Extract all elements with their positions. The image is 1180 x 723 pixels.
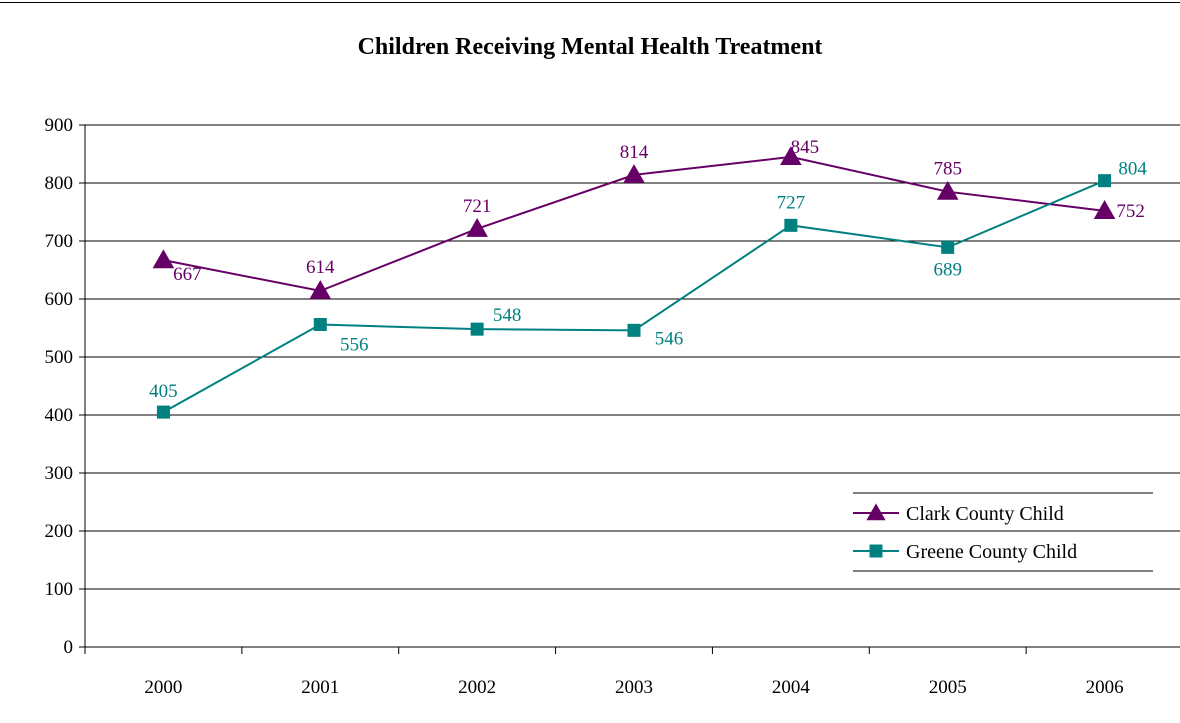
data-label: 721 xyxy=(463,196,492,217)
data-label: 845 xyxy=(791,137,820,158)
data-point xyxy=(309,280,332,299)
x-tick-label: 2003 xyxy=(615,677,653,698)
data-point xyxy=(1098,174,1112,188)
data-label: 405 xyxy=(149,381,178,402)
data-label: 727 xyxy=(777,192,806,213)
data-point xyxy=(313,318,327,332)
y-tick-label: 300 xyxy=(45,463,74,484)
legend-marker xyxy=(866,503,886,521)
data-label: 614 xyxy=(306,257,335,278)
x-tick-label: 2000 xyxy=(144,677,182,698)
y-tick-label: 500 xyxy=(45,347,74,368)
data-point xyxy=(780,146,802,165)
y-tick-label: 600 xyxy=(45,289,74,310)
data-label: 814 xyxy=(620,142,649,163)
data-point xyxy=(627,323,641,337)
data-point xyxy=(466,218,488,237)
data-label: 546 xyxy=(655,328,684,349)
data-point xyxy=(784,218,798,232)
top-divider xyxy=(0,2,1180,3)
x-tick-label: 2006 xyxy=(1086,677,1124,698)
y-tick-label: 0 xyxy=(64,637,74,658)
data-label: 804 xyxy=(1118,159,1147,180)
y-tick-label: 200 xyxy=(45,521,74,542)
x-tick-label: 2004 xyxy=(772,677,811,698)
y-tick-label: 400 xyxy=(45,405,74,426)
data-label: 548 xyxy=(493,305,522,326)
y-tick-label: 100 xyxy=(45,579,74,600)
data-point xyxy=(470,322,484,336)
x-tick-label: 2005 xyxy=(929,677,967,698)
data-point xyxy=(156,405,170,419)
legend-marker xyxy=(869,544,883,558)
x-tick-label: 2001 xyxy=(301,677,339,698)
data-label: 785 xyxy=(933,159,962,180)
data-point xyxy=(623,164,645,183)
chart-title: Children Receiving Mental Health Treatme… xyxy=(357,34,823,60)
data-label: 752 xyxy=(1116,201,1145,222)
y-tick-label: 900 xyxy=(45,115,74,136)
legend-label: Greene County Child xyxy=(906,541,1077,563)
y-tick-label: 800 xyxy=(45,173,74,194)
x-tick-label: 2002 xyxy=(458,677,496,698)
legend-label: Clark County Child xyxy=(906,503,1064,525)
data-point xyxy=(1093,200,1116,219)
data-label: 689 xyxy=(933,259,962,280)
series-line xyxy=(162,179,1105,413)
y-tick-label: 700 xyxy=(45,231,74,252)
data-point xyxy=(152,249,175,269)
data-point xyxy=(936,180,959,200)
data-label: 667 xyxy=(173,264,202,285)
data-point xyxy=(941,240,955,254)
data-label: 556 xyxy=(340,335,369,356)
